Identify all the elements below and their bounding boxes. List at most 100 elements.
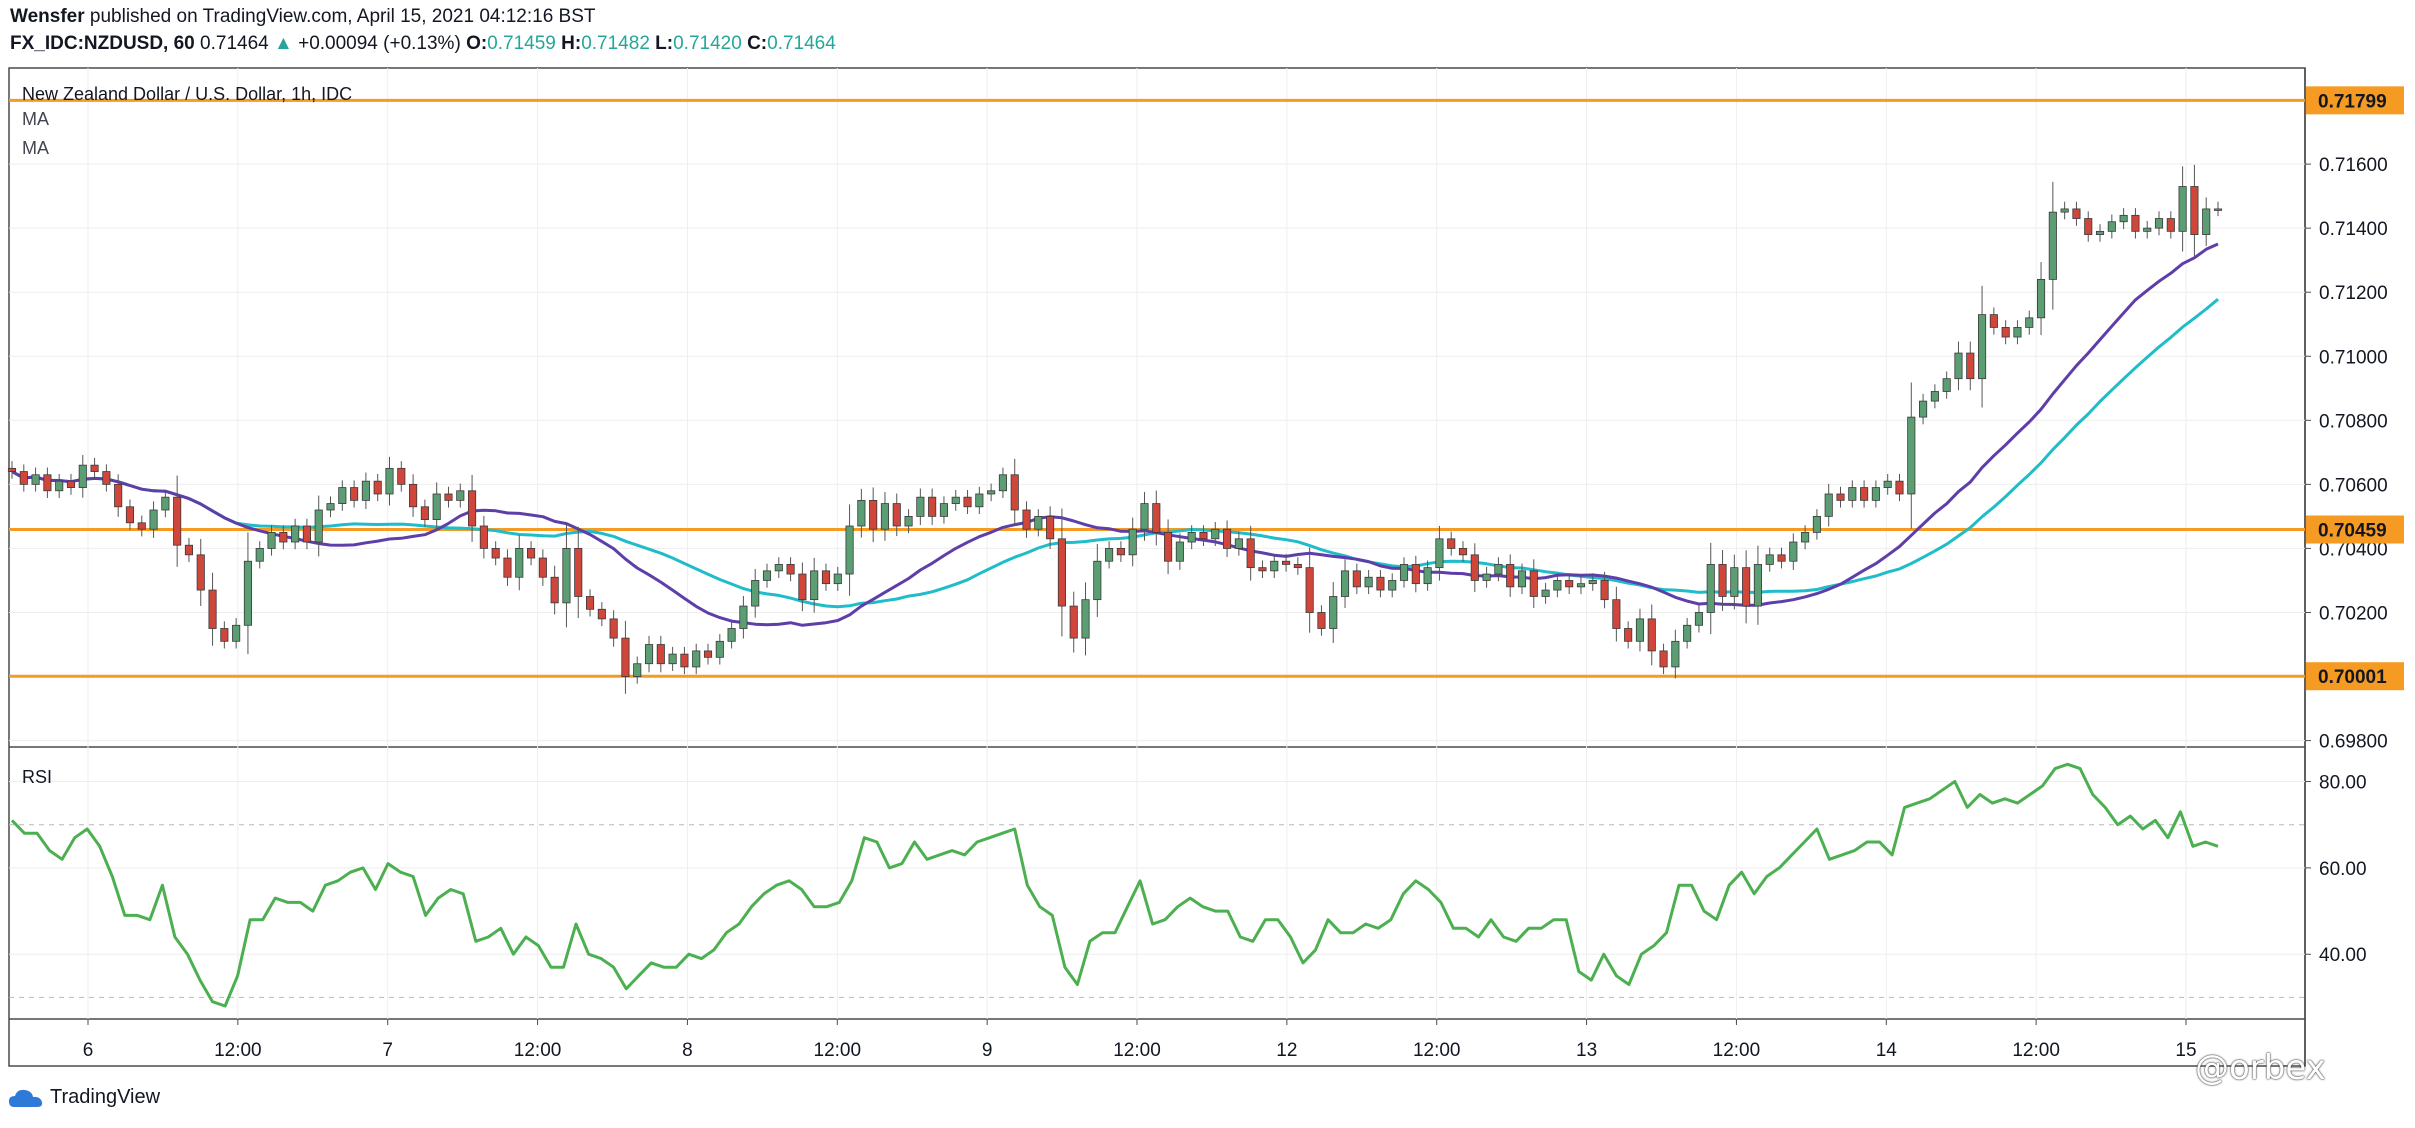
ma-fast-line[interactable] (11, 242, 2219, 627)
candle-down (1046, 515, 1055, 540)
candle-up (1871, 487, 1880, 501)
candle-down (1529, 570, 1538, 597)
time-tick-label: 12 (1276, 1040, 1297, 1061)
candle-up (916, 496, 925, 517)
candle-down (184, 544, 194, 556)
candle-up (1588, 580, 1597, 585)
candle-down (798, 573, 807, 601)
candle-up (845, 525, 854, 575)
candle-up (774, 564, 783, 572)
candle-up (161, 496, 170, 511)
candle-down (928, 496, 937, 517)
candle-down (1223, 528, 1232, 549)
low-label: L: (655, 33, 674, 54)
candle-down (1600, 580, 1609, 601)
candle-down (1895, 480, 1904, 495)
open-value: 0.71459 (487, 33, 556, 54)
price-tick-label: 0.70200 (2319, 603, 2388, 624)
candle-down (373, 480, 382, 495)
candle-up (2213, 208, 2223, 211)
candle-up (1789, 541, 1798, 562)
candle-down (1246, 538, 1255, 569)
orbex-watermark: @orbex (2195, 1048, 2326, 1088)
tradingview-brand[interactable]: TradingView (8, 1086, 160, 1109)
candle-down (1612, 599, 1621, 629)
close-label: C: (747, 33, 768, 54)
price-tick-label: 0.71000 (2319, 347, 2388, 368)
candle-up (1234, 538, 1243, 549)
ma-slow-line[interactable] (11, 298, 2219, 609)
level-price-label: 0.71799 (2318, 91, 2387, 112)
candle-up (243, 560, 252, 626)
candle-down (90, 464, 99, 472)
candle-down (444, 493, 453, 501)
candle-down (220, 628, 229, 642)
price-tick-label: 0.70800 (2319, 411, 2388, 432)
rsi-tick-label: 40.00 (2319, 945, 2367, 966)
candle-down (621, 637, 630, 677)
publish-info: Wensfer published on TradingView.com, Ap… (10, 6, 596, 28)
price-axis[interactable]: 0.71600 0.71400 0.71200 0.71000 0.70800 0.706… (2305, 86, 2404, 966)
candle-up (361, 480, 370, 501)
candle-down (1116, 548, 1125, 556)
candle-down (114, 483, 123, 508)
candle-up (2048, 211, 2057, 280)
level-price-label: 0.70459 (2318, 521, 2387, 542)
candle-up (1105, 548, 1114, 562)
candle-up (1034, 515, 1043, 530)
candle-up (1270, 560, 1279, 572)
candle-up (291, 525, 300, 543)
candle-up (338, 487, 347, 504)
candle-up (1765, 554, 1774, 565)
candle-up (2013, 327, 2022, 338)
candle-down (1376, 576, 1385, 591)
candle-up (2143, 227, 2152, 232)
time-axis[interactable]: 6 12:00 7 12:00 8 12:00 9 12:00 12 12:00 13 12:00 14… (83, 1019, 2197, 1061)
candle-up (644, 644, 654, 665)
horizontal-levels (9, 98, 2305, 678)
candle-down (703, 650, 713, 658)
ma-fast-label[interactable]: MA (22, 109, 49, 129)
candle-up (1883, 480, 1892, 488)
candle-down (1164, 532, 1173, 562)
candle-up (2025, 317, 2034, 328)
candle-up (1753, 564, 1762, 607)
candle-up (1494, 564, 1503, 575)
candle-up (2119, 214, 2128, 223)
candle-down (1022, 509, 1031, 530)
candle-up (1954, 352, 1963, 380)
rsi-label[interactable]: RSI (22, 767, 52, 787)
author-name[interactable]: Wensfer (10, 6, 85, 27)
candle-down (196, 554, 205, 591)
candle-down (1281, 560, 1291, 565)
candle-down (1258, 567, 1267, 572)
price-tick-label: 0.71400 (2319, 219, 2388, 240)
candle-up (1553, 580, 1562, 591)
candle-up (267, 532, 276, 549)
candle-down (821, 570, 831, 585)
candle-down (1411, 564, 1420, 585)
candle-down (1458, 548, 1468, 556)
candle-down (7, 467, 17, 472)
candle-down (302, 525, 311, 543)
ma-slow-label[interactable]: MA (22, 138, 49, 158)
rsi-line[interactable] (10, 762, 2219, 1008)
candle-up (951, 496, 960, 504)
candle-up (998, 474, 1007, 492)
symbol-name[interactable]: FX_IDC:NZDUSD, 60 (10, 33, 195, 54)
candle-down (173, 496, 182, 546)
candle-up (857, 499, 866, 527)
candle-up (1187, 532, 1196, 543)
candle-up (314, 509, 323, 543)
open-label: O: (466, 33, 488, 54)
candle-down (574, 548, 583, 597)
high-value: 0.71482 (581, 33, 650, 54)
candle-up (1942, 378, 1951, 392)
candle-up (2095, 230, 2105, 235)
time-tick-label: 15 (2175, 1040, 2196, 1061)
time-tick-label: 8 (682, 1040, 693, 1061)
time-tick-label: 12:00 (214, 1040, 262, 1061)
candle-down (19, 471, 28, 485)
candle-down (656, 644, 665, 665)
